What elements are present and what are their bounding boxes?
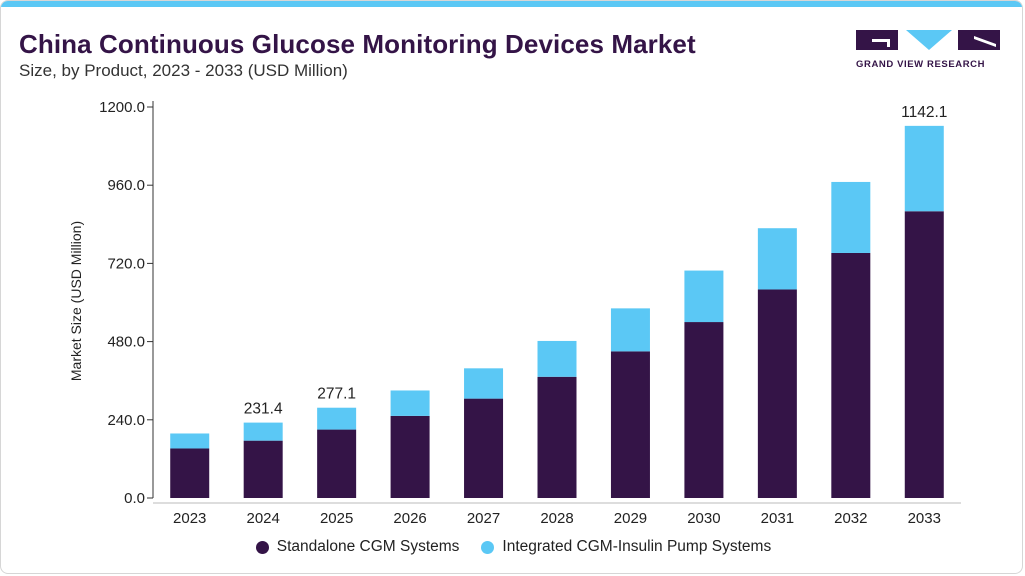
accent-bar bbox=[1, 1, 1022, 7]
bar-integrated-2027 bbox=[464, 368, 504, 399]
x-tick-label: 2031 bbox=[761, 510, 794, 527]
chart-title: China Continuous Glucose Monitoring Devi… bbox=[19, 29, 696, 59]
bar-standalone-2027 bbox=[464, 398, 504, 498]
legend-item-integrated: Integrated CGM-Insulin Pump Systems bbox=[481, 538, 771, 556]
x-tick-label: 2025 bbox=[320, 510, 353, 527]
x-tick-label: 2030 bbox=[687, 510, 720, 527]
data-label-2025: 277.1 bbox=[317, 386, 356, 403]
bar-standalone-2023 bbox=[170, 448, 210, 498]
bar-integrated-2032 bbox=[831, 181, 871, 253]
bar-integrated-2026 bbox=[390, 390, 430, 416]
x-tick-label: 2027 bbox=[467, 510, 500, 527]
bar-standalone-2025 bbox=[317, 429, 357, 498]
data-label-2033: 1142.1 bbox=[901, 104, 947, 121]
bar-standalone-2029 bbox=[610, 351, 650, 498]
bar-integrated-2030 bbox=[684, 270, 724, 323]
legend-label-standalone: Standalone CGM Systems bbox=[276, 538, 460, 555]
legend-label-integrated: Integrated CGM-Insulin Pump Systems bbox=[502, 538, 772, 555]
legend-swatch-standalone bbox=[255, 540, 269, 554]
y-tick-label: 1200.0 bbox=[99, 99, 145, 116]
x-tick-label: 2032 bbox=[834, 510, 867, 527]
bar-integrated-2031 bbox=[757, 228, 797, 290]
x-tick-label: 2029 bbox=[614, 510, 647, 527]
x-tick-label: 2028 bbox=[540, 510, 573, 527]
bar-integrated-2028 bbox=[537, 340, 577, 377]
bar-standalone-2032 bbox=[831, 252, 871, 498]
bar-standalone-2028 bbox=[537, 376, 577, 498]
bar-standalone-2030 bbox=[684, 322, 724, 498]
chart-subtitle: Size, by Product, 2023 - 2033 (USD Milli… bbox=[19, 61, 348, 80]
grand-view-research-logo-icon bbox=[856, 30, 1000, 50]
bar-standalone-2024 bbox=[243, 440, 283, 498]
bar-integrated-2023 bbox=[170, 433, 210, 449]
x-tick-label: 2033 bbox=[908, 510, 941, 527]
x-tick-label: 2023 bbox=[173, 510, 206, 527]
bar-integrated-2029 bbox=[610, 308, 650, 352]
bar-integrated-2024 bbox=[243, 422, 283, 441]
y-tick-label: 720.0 bbox=[107, 255, 145, 272]
y-tick-label: 960.0 bbox=[107, 177, 145, 194]
bar-integrated-2025 bbox=[317, 407, 357, 430]
bar-standalone-2031 bbox=[757, 289, 797, 498]
y-tick-label: 480.0 bbox=[107, 334, 145, 351]
x-tick-label: 2024 bbox=[246, 510, 279, 527]
data-label-2024: 231.4 bbox=[244, 401, 283, 418]
bar-integrated-2033 bbox=[904, 125, 944, 212]
legend: Standalone CGM Systems Integrated CGM-In… bbox=[1, 538, 1022, 556]
legend-swatch-integrated bbox=[481, 540, 495, 554]
bar-standalone-2026 bbox=[390, 415, 430, 498]
legend-item-standalone: Standalone CGM Systems bbox=[255, 538, 460, 556]
y-tick-label: 240.0 bbox=[107, 412, 145, 429]
y-tick-label: 0.0 bbox=[124, 490, 145, 507]
bar-standalone-2033 bbox=[904, 211, 944, 498]
logo-text: GRAND VIEW RESEARCH bbox=[856, 59, 986, 70]
y-axis-title: Market Size (USD Million) bbox=[68, 220, 84, 382]
x-tick-label: 2026 bbox=[393, 510, 426, 527]
